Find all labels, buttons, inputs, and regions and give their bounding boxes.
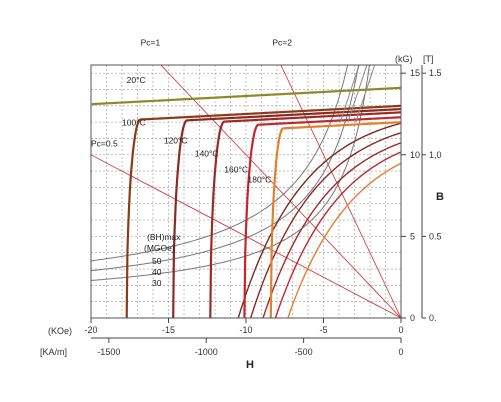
x-tick-label-koe: -5 bbox=[319, 325, 327, 335]
y-tick-label-t: 0. bbox=[429, 313, 437, 323]
x-tick-label-kam: -1000 bbox=[195, 347, 218, 357]
y-tick-label-kg: 0 bbox=[410, 313, 415, 323]
x-unit-kam: [KA/m] bbox=[40, 347, 67, 357]
series-label-160°C: 160°C bbox=[224, 165, 248, 175]
series-label-140°C: 140°C bbox=[195, 148, 219, 158]
axes: -20 -15 -10 -5 0-1500 -1000 -500 00510150.0.51,… bbox=[84, 65, 442, 357]
intrinsic-line bbox=[237, 122, 401, 318]
x-tick-label-koe: -15 bbox=[162, 325, 175, 335]
series-label-180°C: 180°C bbox=[248, 175, 272, 185]
x-tick-label-koe: -10 bbox=[239, 325, 252, 335]
x-tick-label-kam: -500 bbox=[295, 347, 313, 357]
upper-curve bbox=[347, 65, 368, 123]
upper-curve bbox=[339, 65, 360, 123]
y-tick-label-kg: 5 bbox=[410, 231, 415, 241]
y-unit-kg: (kG) bbox=[395, 54, 413, 64]
bh-curve-180°C bbox=[269, 121, 401, 318]
intrinsic-line bbox=[287, 162, 401, 318]
series-label-20°C: 20°C bbox=[127, 75, 146, 85]
bhmax-label-40: 40 bbox=[152, 267, 162, 277]
bhmax-curve-50 bbox=[91, 65, 349, 262]
y-unit-t: [T] bbox=[423, 54, 434, 64]
x-tick-label-koe: 0 bbox=[398, 325, 403, 335]
x-tick-label-kam: 0 bbox=[398, 347, 403, 357]
y-tick-label-t: 1.5 bbox=[429, 68, 442, 78]
load-line-label-Pc=2: Pc=2 bbox=[272, 37, 292, 47]
intrinsic-line bbox=[274, 151, 401, 318]
intrinsic-line bbox=[250, 132, 401, 318]
load-line-Pc=1 bbox=[160, 65, 401, 318]
bhmax-label-30: 30 bbox=[152, 278, 162, 288]
series-label-100°C: 100°C bbox=[122, 117, 146, 127]
bhmax-title-2: (MGOe) bbox=[144, 243, 175, 253]
upper-curve bbox=[355, 65, 376, 123]
y-axis-title: B bbox=[436, 191, 444, 203]
x-tick-label-kam: -1500 bbox=[97, 347, 120, 357]
bhmax-curve-30 bbox=[91, 65, 370, 281]
series-label-120°C: 120°C bbox=[164, 135, 188, 145]
x-axis-title: H bbox=[246, 359, 254, 371]
x-tick-label-koe: -20 bbox=[84, 325, 97, 335]
bhmax-label-50: 50 bbox=[152, 256, 162, 266]
y-tick-label-kg: 15 bbox=[410, 68, 420, 78]
x-unit-koe: (KOe) bbox=[48, 326, 72, 336]
load-line-label-Pc=1: Pc=1 bbox=[141, 37, 161, 47]
load-line-Pc=2 bbox=[280, 65, 401, 318]
plot-area bbox=[91, 65, 401, 318]
y-tick-label-t: 1,0 bbox=[429, 150, 442, 160]
y-tick-label-t: 0.5 bbox=[429, 231, 442, 241]
bh-curve-100°C bbox=[125, 104, 401, 318]
bhmax-curve-40 bbox=[91, 65, 360, 272]
bh-curve-140°C bbox=[209, 111, 401, 318]
bh-curve-20°C bbox=[91, 86, 401, 106]
load-line-label-Pc=0.5: Pc=0.5 bbox=[91, 139, 118, 149]
intrinsic-line bbox=[262, 142, 401, 318]
y-tick-label-kg: 10 bbox=[410, 150, 420, 160]
bhmax-title-1: (BH)max bbox=[147, 232, 181, 242]
bh-curve-160°C bbox=[243, 116, 401, 318]
bh-curve-120°C bbox=[172, 108, 401, 318]
